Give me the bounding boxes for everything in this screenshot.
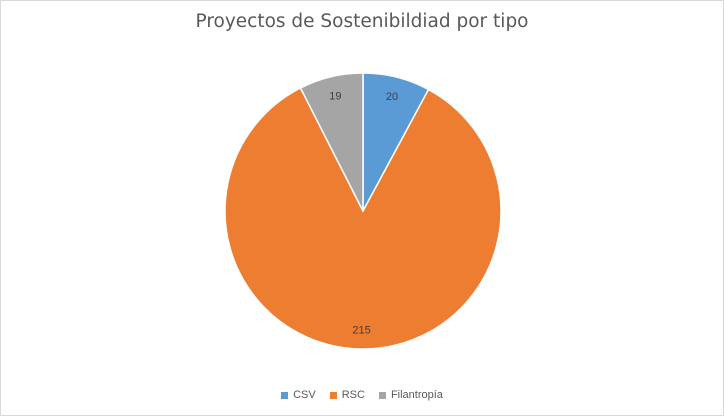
legend-item-filantropia: Filantropía bbox=[378, 389, 443, 401]
pie-data-labels: 20 215 19 bbox=[329, 91, 398, 337]
legend-swatch bbox=[378, 391, 386, 399]
data-label-rsc: 215 bbox=[352, 325, 370, 337]
legend-label: RSC bbox=[341, 389, 365, 401]
data-label-filantropia: 19 bbox=[329, 91, 341, 103]
legend-item-rsc: RSC bbox=[329, 389, 365, 401]
legend-swatch bbox=[329, 391, 337, 399]
pie-slices bbox=[224, 72, 502, 350]
pie-slice-rsc bbox=[224, 86, 502, 350]
legend: CSV RSC Filantropía bbox=[1, 389, 723, 401]
data-label-csv: 20 bbox=[386, 91, 398, 103]
legend-swatch bbox=[281, 391, 289, 399]
legend-item-csv: CSV bbox=[281, 389, 316, 401]
legend-label: Filantropía bbox=[390, 389, 443, 401]
legend-label: CSV bbox=[293, 389, 316, 401]
chart-title: Proyectos de Sostenibildiad por tipo bbox=[195, 11, 529, 32]
pie-slice-filantropia bbox=[299, 72, 364, 212]
